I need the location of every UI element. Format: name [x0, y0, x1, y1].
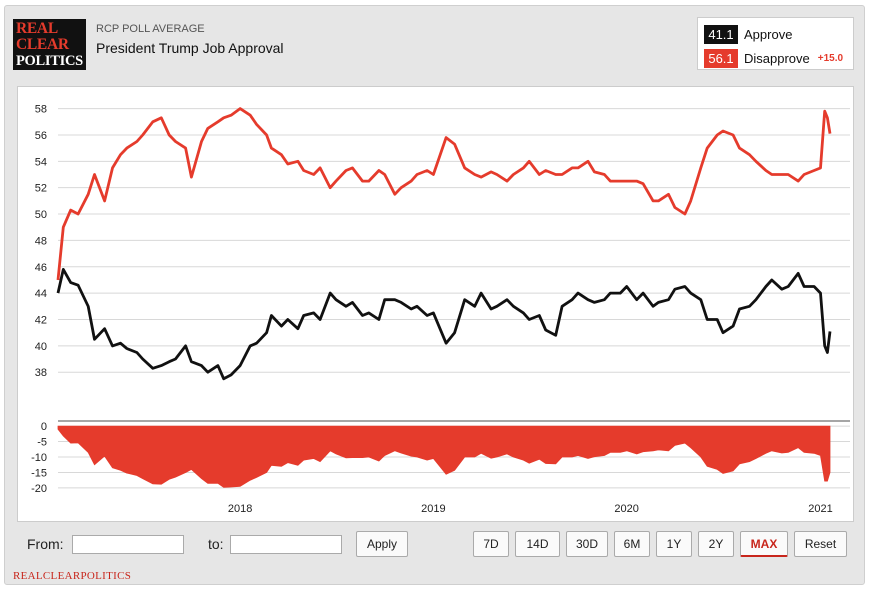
chart-subtitle: RCP POLL AVERAGE [96, 23, 205, 35]
y-tick-label: 48 [35, 235, 47, 247]
disapprove-value: 56.1 [704, 48, 738, 68]
x-tick-label: 2018 [228, 503, 252, 515]
plot-area[interactable]: 38 40 42 44 46 48 50 52 54 56 58 0 -5 -10 -15 -20 2018 20… [17, 86, 854, 522]
spread-value: +15.0 [817, 52, 844, 64]
spread-tick-label: -10 [31, 452, 47, 464]
x-tick-label: 2021 [808, 503, 832, 515]
to-label: to: [208, 536, 224, 552]
spread-tick-label: 0 [41, 421, 47, 433]
range-1y-button[interactable]: 1Y [656, 531, 692, 557]
y-tick-label: 42 [35, 315, 47, 327]
legend-disapprove: 56.1 Disapprove +15.0 [704, 48, 843, 68]
spread-tick-label: -20 [31, 483, 47, 495]
x-tick-label: 2019 [421, 503, 445, 515]
range-max-button[interactable]: MAX [740, 531, 788, 557]
disapprove-line [56, 107, 832, 281]
spread-tick-label: -5 [37, 437, 47, 449]
legend-approve: 41.1 Approve [704, 24, 792, 44]
y-tick-label: 46 [35, 262, 47, 274]
from-date-input[interactable] [72, 535, 184, 554]
disapprove-label: Disapprove [744, 50, 810, 66]
approval-chart[interactable]: 38 40 42 44 46 48 50 52 54 56 58 0 -5 -10 -15 -20 2018 20… [18, 87, 855, 523]
y-tick-label: 40 [35, 341, 47, 353]
rcp-logo[interactable]: REAL CLEAR POLITICS [13, 19, 86, 70]
legend: 41.1 Approve 56.1 Disapprove +15.0 [697, 17, 854, 70]
y-tick-label: 52 [35, 183, 47, 195]
apply-button[interactable]: Apply [356, 531, 408, 557]
y-tick-label: 38 [35, 367, 47, 379]
x-tick-label: 2020 [614, 503, 638, 515]
spread-area [57, 425, 831, 488]
spread-tick-label: -15 [31, 467, 47, 479]
approve-label: Approve [744, 26, 793, 42]
range-14d-button[interactable]: 14D [515, 531, 560, 557]
y-tick-label: 44 [35, 288, 47, 300]
y-tick-label: 54 [35, 156, 47, 168]
y-tick-label: 50 [35, 209, 47, 221]
range-2y-button[interactable]: 2Y [698, 531, 734, 557]
y-tick-label: 58 [35, 104, 47, 116]
range-30d-button[interactable]: 30D [566, 531, 608, 557]
range-7d-button[interactable]: 7D [473, 531, 509, 557]
to-date-input[interactable] [230, 535, 342, 554]
y-tick-label: 56 [35, 130, 47, 142]
from-label: From: [27, 536, 64, 552]
range-controls: From: to: Apply 7D 14D 30D 6M 1Y 2Y MAX … [17, 527, 854, 563]
range-6m-button[interactable]: 6M [614, 531, 650, 557]
footer-brand[interactable]: REALCLEARPOLITICS [13, 570, 132, 582]
chart-title: President Trump Job Approval [96, 40, 284, 56]
reset-button[interactable]: Reset [794, 531, 847, 557]
approve-line [56, 268, 832, 381]
approve-value: 41.1 [704, 24, 738, 44]
